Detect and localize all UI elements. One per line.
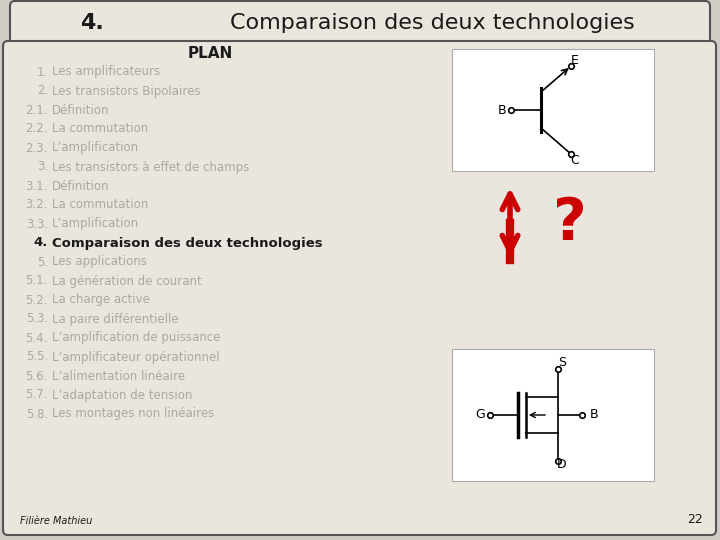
Text: L’alimentation linéaire: L’alimentation linéaire (52, 369, 185, 382)
Text: B: B (590, 408, 598, 422)
Text: D: D (557, 458, 567, 471)
Text: 2.3.: 2.3. (26, 141, 48, 154)
Text: Comparaison des deux technologies: Comparaison des deux technologies (230, 13, 635, 33)
Text: 5.3.: 5.3. (26, 313, 48, 326)
Text: 5.2.: 5.2. (26, 294, 48, 307)
Text: 5.7.: 5.7. (26, 388, 48, 402)
FancyBboxPatch shape (452, 349, 654, 481)
Text: 4.: 4. (34, 237, 48, 249)
Text: Les montages non linéaires: Les montages non linéaires (52, 408, 215, 421)
Text: 5.: 5. (37, 255, 48, 268)
Text: G: G (475, 408, 485, 422)
Text: Les applications: Les applications (52, 255, 147, 268)
Text: 4.: 4. (80, 13, 104, 33)
Text: 5.1.: 5.1. (26, 274, 48, 287)
Text: 22: 22 (688, 513, 703, 526)
Text: Définition: Définition (52, 104, 109, 117)
Text: Les transistors à effet de champs: Les transistors à effet de champs (52, 160, 249, 173)
Text: E: E (571, 53, 579, 66)
Text: Définition: Définition (52, 179, 109, 192)
Text: La génération de courant: La génération de courant (52, 274, 202, 287)
Text: S: S (558, 356, 566, 369)
Text: 2.: 2. (37, 84, 48, 98)
Text: Les amplificateurs: Les amplificateurs (52, 65, 160, 78)
Text: 3.: 3. (37, 160, 48, 173)
Text: 3.3.: 3.3. (26, 218, 48, 231)
Text: PLAN: PLAN (187, 45, 233, 60)
Text: 2.1.: 2.1. (25, 104, 48, 117)
FancyBboxPatch shape (452, 49, 654, 171)
Text: La paire différentielle: La paire différentielle (52, 313, 179, 326)
FancyBboxPatch shape (3, 41, 716, 535)
Text: L’adaptation de tension: L’adaptation de tension (52, 388, 192, 402)
Text: La commutation: La commutation (52, 199, 148, 212)
Text: 5.5.: 5.5. (26, 350, 48, 363)
Text: L’amplificateur opérationnel: L’amplificateur opérationnel (52, 350, 220, 363)
Text: ?: ? (553, 194, 587, 252)
Text: L’amplification de puissance: L’amplification de puissance (52, 332, 220, 345)
Text: Les transistors Bipolaires: Les transistors Bipolaires (52, 84, 200, 98)
Text: 1.: 1. (37, 65, 48, 78)
Text: Filière Mathieu: Filière Mathieu (20, 516, 92, 526)
FancyBboxPatch shape (10, 1, 710, 45)
Text: 3.1.: 3.1. (26, 179, 48, 192)
Text: B: B (498, 104, 506, 117)
Text: 5.4.: 5.4. (26, 332, 48, 345)
Text: C: C (571, 153, 580, 166)
Text: Comparaison des deux technologies: Comparaison des deux technologies (52, 237, 323, 249)
Text: 3.2.: 3.2. (26, 199, 48, 212)
Text: 2.2.: 2.2. (25, 123, 48, 136)
Text: L’amplification: L’amplification (52, 141, 139, 154)
Text: L’amplification: L’amplification (52, 218, 139, 231)
Text: 5.6.: 5.6. (26, 369, 48, 382)
Text: La commutation: La commutation (52, 123, 148, 136)
Text: 5.8.: 5.8. (26, 408, 48, 421)
Text: La charge active: La charge active (52, 294, 150, 307)
